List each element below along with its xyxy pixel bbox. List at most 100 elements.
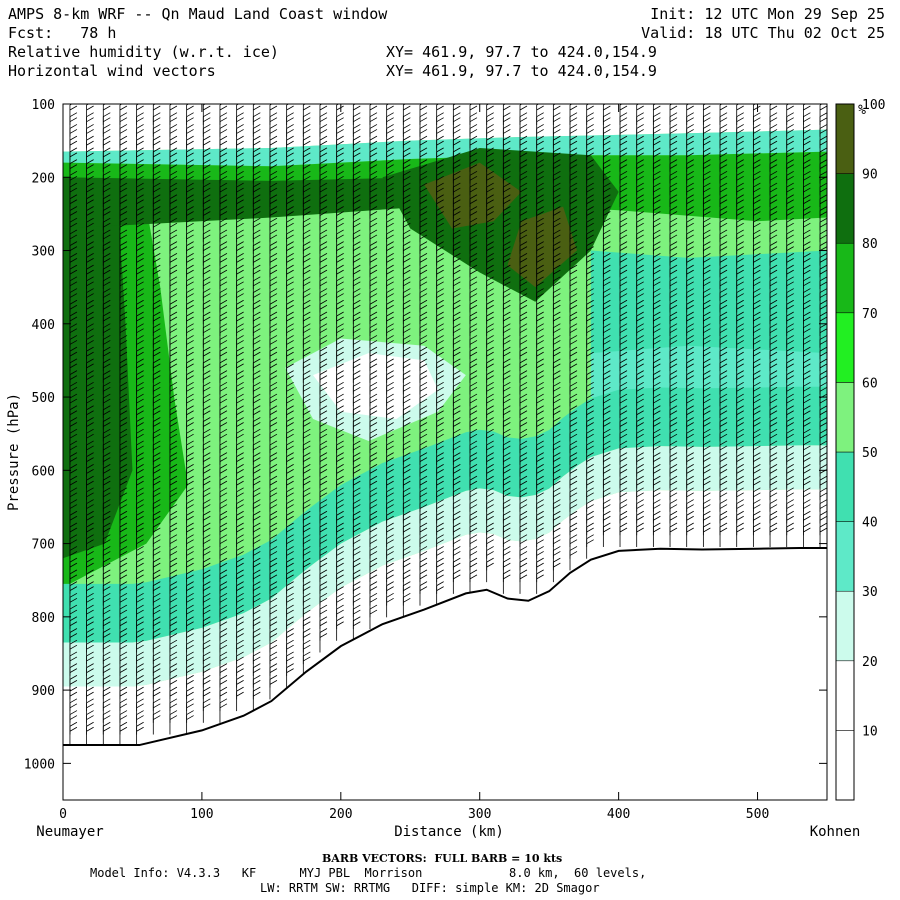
y-tick-label: 600 <box>32 464 55 479</box>
wind-barbs <box>69 104 827 747</box>
x-axis-label: Distance (km) <box>394 824 504 840</box>
rh-pocket-dry <box>313 353 439 420</box>
wind-barb <box>269 675 278 700</box>
y-tick-label: 800 <box>32 611 55 626</box>
colorbar-label: 20 <box>862 655 878 670</box>
y-tick-label: 700 <box>32 538 55 553</box>
header-field2: Horizontal wind vectors <box>8 62 216 80</box>
wind-barb <box>219 698 228 723</box>
wind-barb <box>69 721 78 747</box>
wind-barb <box>252 686 261 712</box>
rh-upper-cyan <box>63 129 827 167</box>
footer-phys: LW: RRTM SW: RRTMG DIFF: simple KM: 2D S… <box>260 881 600 895</box>
rh-left-darkgreen <box>63 213 133 559</box>
x-tick-label: 500 <box>746 807 769 822</box>
colorbar-unit: % <box>858 103 866 118</box>
wind-barb <box>736 522 744 547</box>
wind-barb <box>86 721 94 747</box>
rh-central-peak-b <box>507 206 577 288</box>
wind-barb <box>419 581 428 606</box>
header-fcst: Fcst: 78 h <box>8 24 117 42</box>
footer-model: Model Info: V4.3.3 KF MYJ PBL Morrison 8… <box>90 866 647 880</box>
colorbar-swatch <box>835 730 855 801</box>
wind-barb <box>336 616 344 641</box>
colorbar-swatch <box>835 451 855 522</box>
colorbar-label: 60 <box>862 376 878 391</box>
wind-barb <box>236 686 244 712</box>
y-tick-label: 900 <box>32 684 55 699</box>
rh-central-peak-a <box>424 162 522 229</box>
wind-barb <box>136 721 144 747</box>
wind-barb <box>502 569 511 594</box>
colorbar-label: 70 <box>862 307 878 322</box>
y-axis-label: Pressure (hPa) <box>6 393 22 511</box>
colorbar-swatch <box>835 521 855 592</box>
wind-barb <box>602 522 611 547</box>
y-tick-label: 200 <box>32 171 55 186</box>
wind-barb <box>152 710 161 735</box>
wind-barb <box>386 592 394 618</box>
wind-barb <box>652 522 661 547</box>
rh-lowlevel-cyan <box>63 445 827 687</box>
wind-barb <box>486 557 494 583</box>
wind-barb <box>402 592 411 618</box>
wind-barb <box>102 721 111 747</box>
colorbar-label: 90 <box>862 168 878 183</box>
header-title: AMPS 8-km WRF -- Qn Maud Land Coast wind… <box>8 5 388 23</box>
wind-barb <box>519 569 528 594</box>
wind-barb <box>319 628 328 653</box>
wind-barb <box>469 569 478 594</box>
colorbar-label: 80 <box>862 237 878 252</box>
header-xy1: XY= 461.9, 97.7 to 424.0,154.9 <box>386 43 657 61</box>
wind-barb <box>302 651 311 676</box>
footer-barb: BARB VECTORS: FULL BARB = 10 kts <box>322 852 563 865</box>
colorbar-label: 10 <box>862 724 878 739</box>
start-label: Neumayer <box>36 824 103 840</box>
wind-barb <box>719 522 728 547</box>
wind-barb <box>436 581 444 606</box>
wind-barb <box>536 569 544 594</box>
wind-barb <box>669 522 678 547</box>
colorbar-swatch <box>835 590 855 662</box>
wind-barb <box>552 557 561 583</box>
y-tick-label: 500 <box>32 391 55 406</box>
colorbar-label: 50 <box>862 446 878 461</box>
wind-barb <box>286 663 294 688</box>
end-label: Kohnen <box>810 824 861 840</box>
wind-barb <box>619 522 628 547</box>
wind-barb <box>169 710 178 735</box>
colorbar-swatch <box>835 103 855 174</box>
y-tick-label: 300 <box>32 245 55 260</box>
header-field1: Relative humidity (w.r.t. ice) <box>8 43 279 61</box>
x-tick-label: 0 <box>59 807 67 822</box>
colorbar-label: 30 <box>862 585 878 600</box>
wind-barb <box>452 569 461 594</box>
wind-barb <box>586 534 594 559</box>
y-tick-label: 400 <box>32 318 55 333</box>
wind-barb <box>752 522 761 547</box>
colorbar-swatch <box>835 173 855 244</box>
wind-barb <box>636 522 644 547</box>
y-tick-label: 100 <box>32 98 55 113</box>
colorbar-label: 40 <box>862 516 878 531</box>
x-tick-label: 400 <box>607 807 630 822</box>
colorbar-swatch <box>835 660 855 731</box>
colorbar-swatch <box>835 382 855 453</box>
header-xy2: XY= 461.9, 97.7 to 424.0,154.9 <box>386 62 657 80</box>
wind-barb <box>369 604 378 630</box>
x-tick-label: 300 <box>468 807 491 822</box>
wind-barb <box>119 721 128 747</box>
header-init: Init: 12 UTC Mon 29 Sep 25 <box>650 5 885 23</box>
colorbar-swatch <box>835 242 855 314</box>
wind-barb <box>352 616 361 641</box>
x-tick-label: 100 <box>190 807 213 822</box>
wind-barb <box>202 698 211 723</box>
header-valid: Valid: 18 UTC Thu 02 Oct 25 <box>641 24 885 42</box>
wind-barb <box>702 522 711 547</box>
x-tick-label: 200 <box>329 807 352 822</box>
y-tick-label: 1000 <box>24 757 55 772</box>
wind-barb <box>569 546 578 571</box>
wind-barb <box>186 710 194 735</box>
